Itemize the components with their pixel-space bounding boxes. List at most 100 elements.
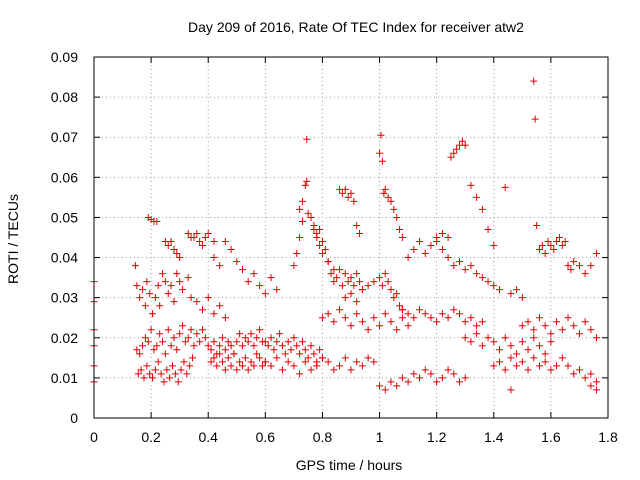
data-point xyxy=(564,262,572,270)
data-point xyxy=(461,266,469,274)
data-point xyxy=(495,358,503,366)
data-point xyxy=(507,342,515,350)
data-point xyxy=(384,193,392,201)
data-point xyxy=(535,342,543,350)
data-point xyxy=(398,234,406,241)
data-point xyxy=(567,266,575,274)
data-point xyxy=(256,326,264,334)
data-point xyxy=(238,266,246,274)
x-tick-label: 0.8 xyxy=(313,429,333,445)
data-point xyxy=(219,358,226,366)
data-point xyxy=(444,254,452,262)
data-point xyxy=(404,322,412,330)
data-point xyxy=(575,330,583,338)
data-point xyxy=(478,342,486,350)
data-point xyxy=(330,366,338,374)
data-point xyxy=(456,310,464,318)
data-point xyxy=(149,374,157,382)
data-point xyxy=(393,382,401,390)
data-point xyxy=(393,213,401,221)
data-point xyxy=(133,282,141,290)
data-point xyxy=(398,306,406,314)
data-point xyxy=(370,278,378,286)
data-point xyxy=(433,378,441,386)
data-point xyxy=(324,258,332,266)
data-point xyxy=(416,306,424,314)
x-tick-label: 1.8 xyxy=(598,429,618,445)
data-point xyxy=(281,350,289,358)
data-point xyxy=(393,290,401,298)
data-point xyxy=(376,149,384,157)
data-point xyxy=(353,298,361,306)
data-point xyxy=(250,362,258,370)
data-point xyxy=(298,338,306,346)
data-point xyxy=(467,181,475,189)
data-point xyxy=(461,318,469,326)
x-tick-label: 0.6 xyxy=(256,429,276,445)
data-point xyxy=(421,250,429,258)
data-point xyxy=(307,366,315,374)
x-axis-label: GPS time / hours xyxy=(296,457,403,473)
y-tick-label: 0.09 xyxy=(51,49,78,65)
data-point xyxy=(538,242,546,250)
data-point xyxy=(149,310,157,318)
data-point xyxy=(484,334,492,342)
data-point xyxy=(151,366,159,374)
data-point xyxy=(530,77,538,85)
data-point xyxy=(199,242,207,250)
data-point xyxy=(324,310,332,318)
data-point xyxy=(507,386,515,394)
x-tick-label: 1.4 xyxy=(484,429,504,445)
data-point xyxy=(131,262,139,270)
data-point xyxy=(301,181,309,189)
data-point xyxy=(179,322,187,330)
data-point xyxy=(324,358,332,366)
data-point xyxy=(555,234,563,241)
data-point xyxy=(438,229,446,237)
data-point xyxy=(341,270,349,278)
data-point xyxy=(410,246,418,254)
x-tick-label: 1.2 xyxy=(427,429,447,445)
data-point xyxy=(301,358,309,366)
data-point xyxy=(264,342,272,350)
x-tick-label: 0.2 xyxy=(141,429,161,445)
data-point xyxy=(421,366,429,374)
data-point xyxy=(380,189,388,197)
data-point xyxy=(535,246,543,254)
data-point xyxy=(387,378,395,386)
data-point xyxy=(273,286,281,294)
data-point xyxy=(427,314,435,322)
data-point xyxy=(177,366,185,374)
data-point xyxy=(247,358,255,366)
data-point xyxy=(276,330,284,338)
data-point xyxy=(293,342,301,350)
data-point xyxy=(210,254,218,262)
data-point xyxy=(278,366,286,374)
data-point xyxy=(438,374,446,382)
data-point xyxy=(518,338,526,346)
plot-frame xyxy=(93,56,609,419)
data-point xyxy=(347,274,355,282)
data-point xyxy=(184,274,192,282)
data-point xyxy=(216,262,224,270)
data-point xyxy=(210,338,218,346)
axis-ticks xyxy=(93,56,609,419)
data-point xyxy=(447,153,455,161)
data-point xyxy=(290,362,298,370)
data-point xyxy=(564,314,572,322)
data-point xyxy=(176,330,184,338)
data-point xyxy=(450,262,458,270)
data-point xyxy=(304,209,312,217)
data-point xyxy=(238,362,246,370)
data-point xyxy=(377,131,385,139)
data-point xyxy=(171,370,179,378)
data-point xyxy=(341,354,349,362)
data-point xyxy=(204,229,212,237)
data-point xyxy=(318,314,326,322)
data-point xyxy=(416,238,424,246)
data-point xyxy=(176,278,184,286)
data-point xyxy=(164,326,172,334)
data-point xyxy=(224,354,232,362)
data-point xyxy=(161,278,169,286)
